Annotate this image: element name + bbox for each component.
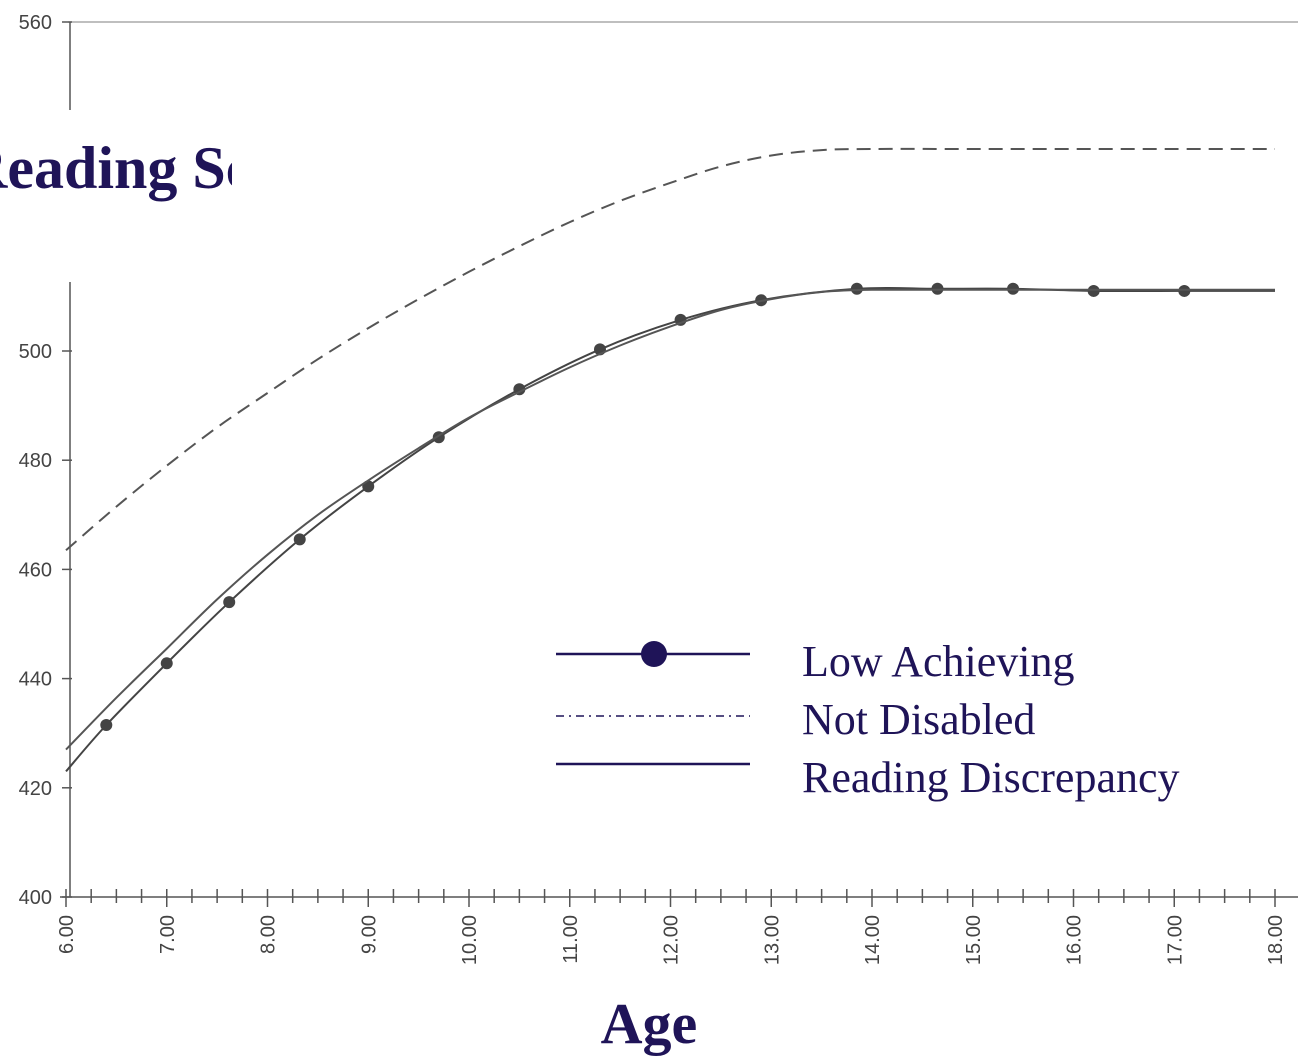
y-tick-label: 460 <box>19 559 52 581</box>
series-line-not-disabled <box>65 147 1275 552</box>
x-tick-label: 14.00 <box>862 915 884 965</box>
data-point-low-achieving <box>513 383 526 396</box>
legend-item-reading-discrepancy: Reading Discrepancy <box>556 753 1180 802</box>
series-low-achieving <box>65 282 1275 773</box>
x-tick-label: 9.00 <box>358 915 380 954</box>
x-tick-label: 6.00 <box>56 915 78 954</box>
legend-label-low-achieving: Low Achieving <box>802 637 1075 686</box>
series-layer <box>65 147 1275 773</box>
legend-marker-low-achieving <box>641 641 667 667</box>
data-point-low-achieving <box>1178 284 1191 297</box>
y-tick-label: 400 <box>19 887 52 909</box>
y-axis: 400 420 440 460 480 500 560 <box>19 12 72 909</box>
series-line-reading-discrepancy <box>65 288 1275 751</box>
series-line-low-achieving <box>65 286 1275 773</box>
series-reading-discrepancy <box>65 288 1275 751</box>
x-axis-label: Age <box>600 991 698 1056</box>
x-tick-label: 12.00 <box>661 915 683 965</box>
legend-label-not-disabled: Not Disabled <box>802 695 1035 744</box>
series-not-disabled <box>65 147 1275 552</box>
x-tick-label: 7.00 <box>157 915 179 954</box>
y-axis-label: Reading Score <box>0 135 232 201</box>
x-tick-label: 18.00 <box>1265 915 1287 965</box>
data-point-low-achieving <box>160 657 173 670</box>
data-point-low-achieving <box>850 282 863 295</box>
legend-item-not-disabled: Not Disabled <box>556 695 1035 744</box>
data-point-low-achieving <box>1087 284 1100 297</box>
x-tick-label: 17.00 <box>1164 915 1186 965</box>
y-tick-label: 560 <box>19 12 52 34</box>
data-point-low-achieving <box>100 719 113 732</box>
y-tick-label: 440 <box>19 669 52 691</box>
data-point-low-achieving <box>1007 282 1020 295</box>
y-tick-label: 420 <box>19 778 52 800</box>
data-point-low-achieving <box>293 533 306 546</box>
data-point-low-achieving <box>223 596 236 609</box>
x-tick-label: 11.00 <box>560 915 582 964</box>
y-axis-label-box: Reading Score <box>0 110 232 282</box>
legend: Low Achieving Not Disabled Reading Discr… <box>556 637 1180 802</box>
x-tick-label: 8.00 <box>258 915 280 954</box>
x-tick-label: 13.00 <box>761 915 783 965</box>
y-tick-label: 500 <box>19 341 52 363</box>
x-tick-label: 15.00 <box>963 915 985 965</box>
legend-item-low-achieving: Low Achieving <box>556 637 1075 686</box>
x-axis: 6.00 7.00 8.00 9.00 10.00 11.00 12.00 13.00 14.0… <box>56 889 1287 965</box>
y-tick-label: 480 <box>19 450 52 472</box>
x-tick-label: 16.00 <box>1064 915 1086 965</box>
legend-label-reading-discrepancy: Reading Discrepancy <box>802 753 1180 802</box>
x-tick-label: 10.00 <box>459 915 481 965</box>
